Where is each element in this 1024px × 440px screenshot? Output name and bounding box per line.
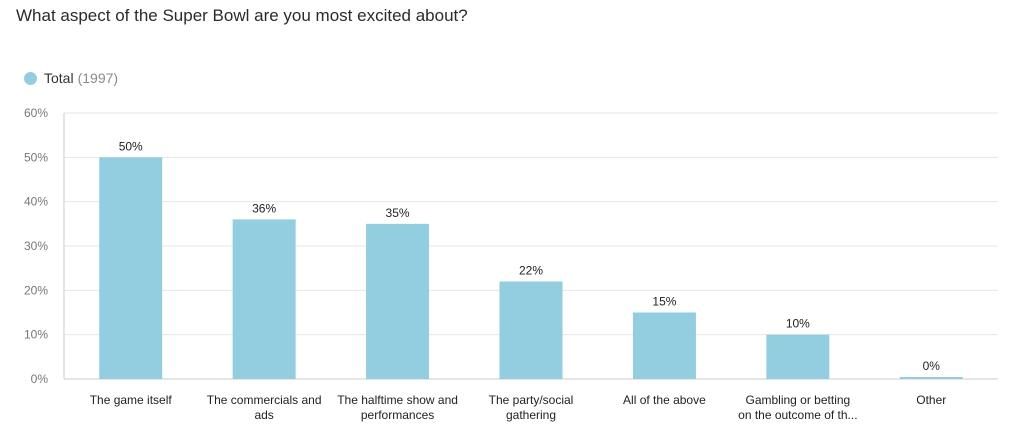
y-tick-label: 0% (31, 372, 49, 386)
y-tick-label: 20% (24, 283, 48, 297)
bar-value-label: 22% (519, 263, 543, 277)
y-tick-label: 10% (24, 328, 48, 342)
bar (766, 334, 830, 379)
x-category-label: Other (916, 393, 946, 407)
x-category-label: All of the above (623, 393, 706, 407)
y-tick-label: 40% (24, 195, 48, 209)
x-category-label: The commercials and (207, 393, 322, 407)
bar (899, 377, 963, 379)
x-category-label: performances (361, 408, 434, 422)
bar (499, 281, 563, 379)
bar-value-label: 15% (652, 295, 676, 309)
legend-swatch (24, 71, 37, 85)
x-category-label: on the outcome of th... (738, 408, 857, 422)
bar (366, 223, 430, 379)
y-tick-label: 50% (24, 150, 48, 164)
x-category-label: The party/social (489, 393, 574, 407)
x-category-label: gathering (506, 408, 556, 422)
y-tick-label: 30% (24, 239, 48, 253)
bar-value-label: 50% (119, 139, 143, 153)
x-category-label: The game itself (90, 393, 173, 407)
bar-value-label: 0% (923, 359, 941, 373)
bar (632, 312, 696, 379)
bar (232, 219, 296, 379)
chart-title: What aspect of the Super Bowl are you mo… (16, 6, 468, 25)
y-tick-label: 60% (24, 106, 48, 120)
x-category-label: ads (254, 408, 273, 422)
x-category-label: The halftime show and (337, 393, 458, 407)
legend-series-name: Total (44, 70, 74, 86)
bar-value-label: 36% (252, 201, 276, 215)
x-category-label: Gambling or betting (745, 393, 850, 407)
bar-value-label: 35% (386, 206, 410, 220)
legend-series-count: (1997) (77, 70, 119, 86)
bar (99, 157, 163, 379)
legend[interactable]: Total (1997) (24, 70, 118, 86)
bar-value-label: 10% (786, 317, 810, 331)
